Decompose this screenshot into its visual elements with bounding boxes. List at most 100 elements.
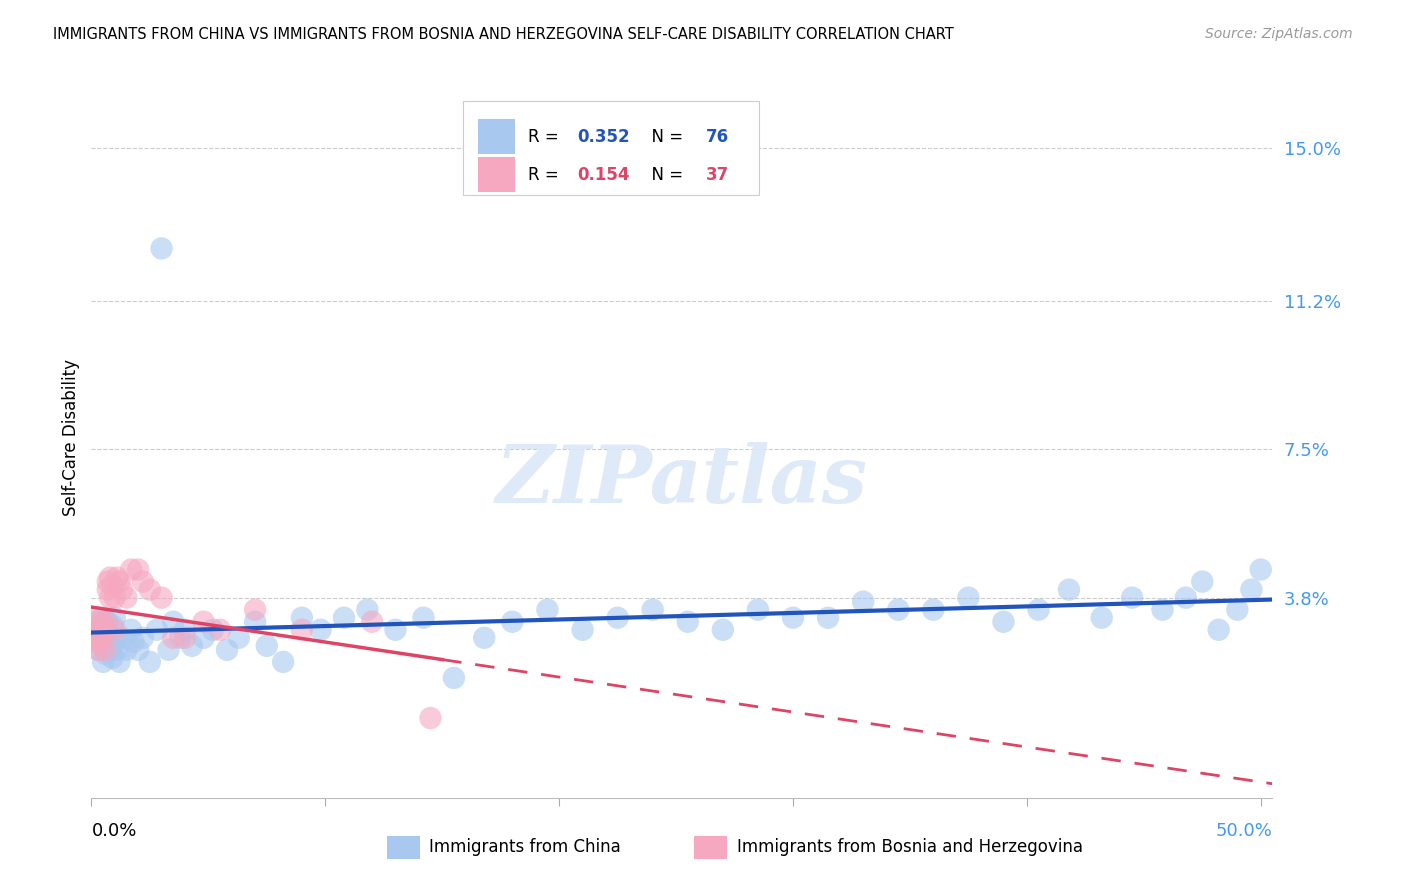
Point (1226, 603, 1249, 617)
Text: ZIPatlas: ZIPatlas (496, 442, 868, 519)
Point (1121, 591, 1143, 605)
Point (157, 642, 180, 657)
Text: N =: N = (641, 128, 688, 145)
Point (852, 595, 875, 609)
Point (256, 639, 278, 653)
Point (1057, 582, 1080, 597)
Point (97, 574, 120, 589)
Point (472, 631, 495, 645)
Text: R =: R = (529, 128, 564, 145)
Point (384, 623, 406, 637)
Text: 50.0%: 50.0% (1216, 822, 1272, 840)
Text: Source: ZipAtlas.com: Source: ZipAtlas.com (1205, 27, 1353, 41)
Point (1091, 611, 1114, 625)
Point (83, 623, 105, 637)
Point (104, 623, 127, 637)
Point (91, 631, 114, 645)
Point (104, 635, 127, 649)
Point (91, 655, 114, 669)
Point (361, 615, 384, 629)
Point (271, 655, 294, 669)
Point (243, 615, 266, 629)
Point (419, 711, 441, 725)
Text: R =: R = (529, 166, 564, 184)
Point (98, 571, 121, 585)
Point (641, 603, 664, 617)
Point (83, 631, 105, 645)
FancyBboxPatch shape (464, 101, 759, 195)
Point (97, 639, 120, 653)
Point (146, 623, 169, 637)
Point (193, 631, 215, 645)
Point (87, 611, 110, 625)
Point (83, 631, 105, 645)
Point (174, 623, 197, 637)
Point (98, 642, 121, 657)
Point (94, 623, 117, 637)
Point (162, 631, 184, 645)
Point (98, 591, 121, 605)
Point (139, 655, 162, 669)
Point (111, 631, 134, 645)
Text: Immigrants from China: Immigrants from China (429, 838, 621, 856)
Point (193, 615, 215, 629)
Point (94, 615, 117, 629)
Point (105, 642, 128, 657)
Point (443, 671, 465, 685)
Point (139, 582, 162, 597)
Point (412, 611, 434, 625)
FancyBboxPatch shape (478, 120, 516, 153)
Point (333, 611, 356, 625)
Point (747, 603, 769, 617)
Point (215, 642, 238, 657)
Point (1208, 623, 1230, 637)
Point (181, 639, 204, 653)
Text: 0.0%: 0.0% (91, 822, 136, 840)
Point (208, 623, 231, 637)
Point (162, 615, 184, 629)
Point (90, 619, 112, 633)
Point (97, 615, 120, 629)
Point (115, 642, 138, 657)
Text: 0.154: 0.154 (576, 166, 630, 184)
Point (228, 631, 250, 645)
Point (782, 611, 804, 625)
Point (150, 242, 173, 256)
Point (101, 619, 124, 633)
Text: Immigrants from Bosnia and Herzegovina: Immigrants from Bosnia and Herzegovina (737, 838, 1084, 856)
Point (104, 591, 127, 605)
Point (115, 591, 138, 605)
Point (150, 591, 173, 605)
Text: IMMIGRANTS FROM CHINA VS IMMIGRANTS FROM BOSNIA AND HERZEGOVINA SELF-CARE DISABI: IMMIGRANTS FROM CHINA VS IMMIGRANTS FROM… (53, 27, 955, 42)
Point (94, 647, 117, 661)
FancyBboxPatch shape (693, 836, 727, 859)
Point (887, 603, 910, 617)
Point (1250, 563, 1272, 577)
Point (91, 631, 114, 645)
Point (120, 623, 142, 637)
Point (84, 615, 107, 629)
Text: N =: N = (641, 166, 688, 184)
Point (127, 563, 149, 577)
Point (571, 623, 593, 637)
Point (356, 603, 378, 617)
Point (111, 582, 134, 597)
Point (291, 611, 314, 625)
Point (84, 635, 107, 649)
Point (120, 563, 142, 577)
Point (87, 631, 110, 645)
Point (101, 651, 124, 665)
Point (1028, 603, 1050, 617)
Point (90, 615, 112, 629)
Point (97, 582, 120, 597)
Text: 0.352: 0.352 (576, 128, 630, 145)
Point (87, 642, 110, 657)
Point (101, 579, 124, 593)
Point (169, 631, 191, 645)
Point (174, 631, 197, 645)
Text: 76: 76 (706, 128, 728, 145)
Point (676, 615, 699, 629)
Point (90, 635, 112, 649)
Point (957, 591, 980, 605)
Point (1174, 591, 1197, 605)
